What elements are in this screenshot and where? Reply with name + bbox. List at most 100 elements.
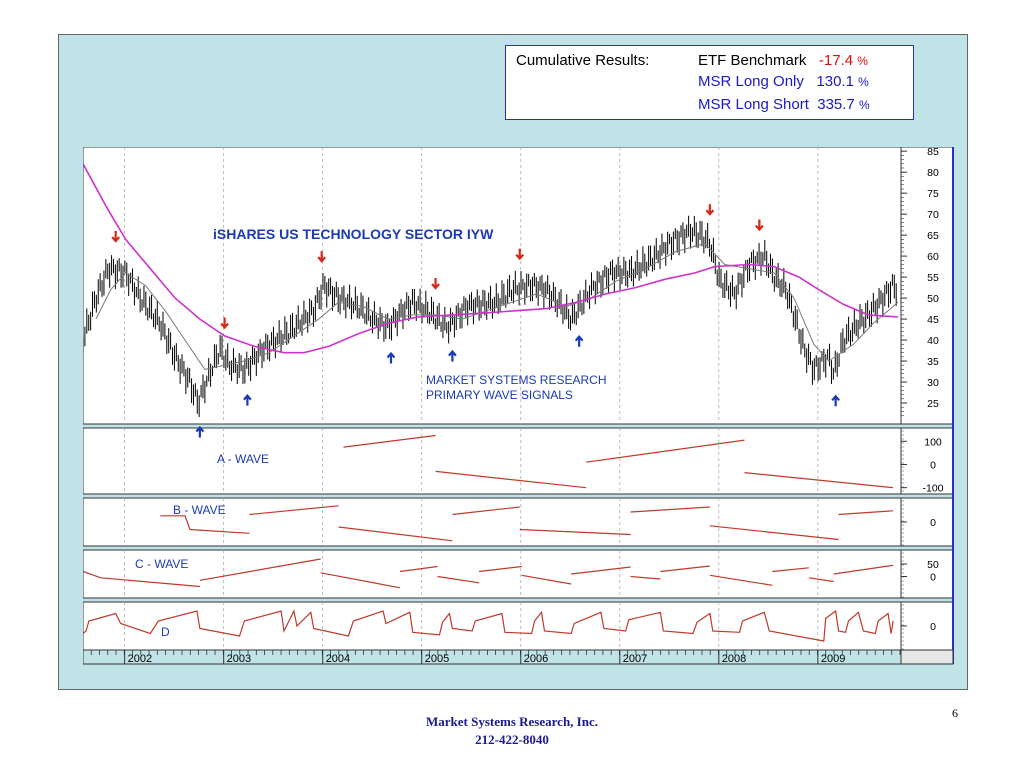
x-tick-label: 2008 <box>722 653 746 665</box>
result-row-long-short: MSR Long Short 335.7 % <box>698 96 870 113</box>
panel-a <box>83 427 902 495</box>
wave-line <box>479 565 522 573</box>
wave-label: B - WAVE <box>173 503 226 517</box>
sell-signal-arrow <box>705 204 715 216</box>
sell-signal-arrow <box>431 278 440 290</box>
footer-phone: 212-422-8040 <box>475 732 549 747</box>
cumulative-results-box: Cumulative Results: ETF Benchmark -17.4 … <box>505 45 914 120</box>
buy-signal-arrow <box>386 351 396 364</box>
sell-signal-arrow <box>220 317 229 330</box>
x-tick-label: 2006 <box>524 653 548 665</box>
result-name: ETF Benchmark <box>698 52 807 69</box>
x-tick-label: 2003 <box>227 653 251 665</box>
result-value: -17.4 <box>818 52 854 69</box>
x-tick-label: 2004 <box>326 653 350 665</box>
result-pct: % <box>858 98 870 112</box>
sell-signal-arrow <box>317 251 326 263</box>
buy-signal-arrow <box>448 349 457 362</box>
wave-line <box>519 528 631 536</box>
wave-line <box>709 525 839 541</box>
sell-signal-arrow <box>111 231 121 243</box>
wave-line <box>838 510 894 516</box>
wave-line <box>808 577 834 583</box>
results-label: Cumulative Results: <box>516 52 650 69</box>
buy-signal-arrow <box>195 425 205 438</box>
x-tick-label: 2002 <box>128 653 152 665</box>
wave-line <box>199 558 321 581</box>
wave-line <box>249 505 339 516</box>
y-tick-label: 50 <box>927 559 939 571</box>
ma-long-line <box>83 163 899 354</box>
y-tick-label: 75 <box>927 188 939 200</box>
result-name: MSR Long Only <box>698 73 804 90</box>
wave-line <box>521 574 572 585</box>
result-value: 335.7 <box>817 96 855 113</box>
wave-line <box>320 572 401 589</box>
buy-signal-arrow <box>574 335 584 347</box>
y-tick-label: 0 <box>930 621 936 633</box>
sell-signal-arrow <box>515 248 525 261</box>
page-number: 6 <box>952 706 958 720</box>
y-tick-label: 80 <box>927 167 939 179</box>
wave-line <box>399 565 438 573</box>
x-tick-label: 2007 <box>623 653 647 665</box>
time-axis <box>83 649 902 665</box>
wave-line <box>437 575 480 584</box>
chart-annotation: MARKET SYSTEMS RESEARCH <box>426 373 606 387</box>
y-tick-label: 0 <box>930 459 936 471</box>
wave-line <box>772 567 809 573</box>
y-tick-label: 25 <box>927 398 939 410</box>
wave-line <box>660 565 710 573</box>
wave-label: D <box>161 625 170 639</box>
result-row-etf: ETF Benchmark -17.4 % <box>698 52 868 69</box>
wave-line <box>630 575 661 580</box>
axis-panel-b <box>900 497 954 547</box>
y-tick-label: 0 <box>930 517 936 529</box>
wave-line <box>586 439 745 463</box>
wave-line <box>83 570 200 588</box>
x-tick-label: 2009 <box>821 653 845 665</box>
axis-panel-d <box>900 601 954 651</box>
y-tick-label: 100 <box>924 436 942 448</box>
sell-signal-arrow <box>755 219 764 232</box>
buy-signal-arrow <box>831 394 840 407</box>
y-tick-label: 45 <box>927 314 939 326</box>
wave-line <box>744 472 894 489</box>
result-name: MSR Long Short <box>698 96 809 113</box>
wave-line <box>160 515 250 534</box>
wave-line <box>338 526 453 542</box>
result-pct: % <box>858 75 869 89</box>
axis-panel-a <box>900 427 954 495</box>
buy-signal-arrow <box>243 393 252 406</box>
panel-b <box>83 497 902 547</box>
y-tick-label: 70 <box>927 209 939 221</box>
time-axis-corner <box>900 649 954 665</box>
y-tick-label: -100 <box>922 483 943 495</box>
wave-label: A - WAVE <box>217 452 269 466</box>
wave-line <box>630 506 710 513</box>
wave-line <box>83 609 894 642</box>
axis-panel-c <box>900 549 954 599</box>
y-tick-label: 30 <box>927 377 939 389</box>
y-tick-label: 40 <box>927 335 939 347</box>
y-tick-label: 35 <box>927 356 939 368</box>
chart-annotation: PRIMARY WAVE SIGNALS <box>426 388 573 402</box>
footer-company: Market Systems Research, Inc. <box>426 714 598 729</box>
y-tick-label: 85 <box>927 147 939 158</box>
result-pct: % <box>857 54 868 68</box>
wave-line <box>709 574 773 586</box>
chart-title: iSHARES US TECHNOLOGY SECTOR IYW <box>213 226 494 242</box>
wave-line <box>571 566 631 575</box>
x-tick-label: 2005 <box>425 653 449 665</box>
result-row-long-only: MSR Long Only 130.1 % <box>698 73 869 90</box>
wave-line <box>833 564 894 575</box>
panel-c <box>83 549 902 599</box>
y-tick-label: 65 <box>927 230 939 242</box>
chart: 2002 2003 2004 2005 2006 2007 2008 2009 25 30 35 40… <box>83 147 954 665</box>
y-tick-label: 50 <box>927 293 939 305</box>
result-value: 130.1 <box>816 73 854 90</box>
y-tick-label: 60 <box>927 251 939 263</box>
panel-price <box>83 147 902 425</box>
y-tick-label: 55 <box>927 272 939 284</box>
y-tick-label: 0 <box>930 572 936 584</box>
